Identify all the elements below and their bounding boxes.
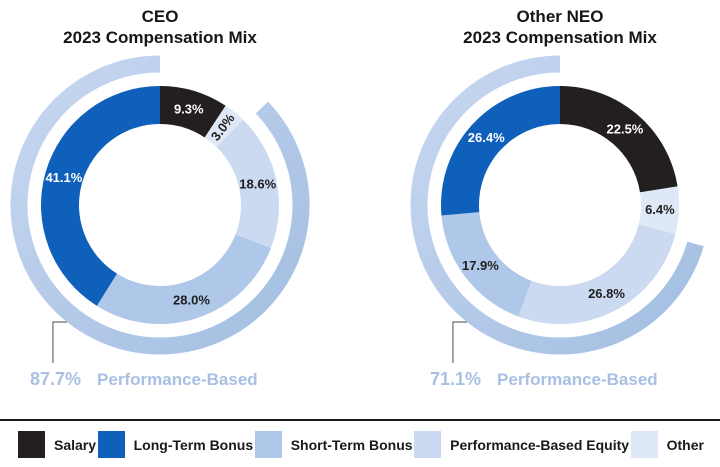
legend-swatch-performance-based-equity: [414, 431, 442, 458]
chart-title-line1: Other NEO: [516, 7, 604, 26]
segment-value-label-other: 6.4%: [645, 202, 675, 217]
segment-value-label-long-term-bonus: 41.1%: [45, 170, 82, 185]
neo-performance-based-percent: 71.1%: [430, 369, 482, 389]
segment-value-label-salary: 22.5%: [607, 121, 644, 136]
chart-panel-other-neo: Other NEO 2023 Compensation Mix 22.5% 6.4…: [400, 0, 720, 412]
legend-item-other: Other: [630, 431, 704, 458]
ceo-performance-based-label: Performance-Based: [97, 370, 258, 389]
legend-swatch-other: [630, 431, 658, 458]
chart-title-line2: 2023 Compensation Mix: [463, 28, 657, 47]
segment-value-label-salary: 9.3%: [174, 102, 204, 117]
segment-value-label-performance-based-equity: 18.6%: [239, 176, 276, 191]
legend-label-salary: Salary: [54, 436, 97, 453]
legend-label-performance-based-equity: Performance-Based Equity: [450, 436, 630, 453]
segment-performance-based-equity: [216, 119, 280, 249]
other-neo-donut-chart: 22.5% 6.4% 26.8% 17.9% 26.4%: [410, 55, 704, 363]
segment-salary: [160, 86, 226, 138]
legend-separator: [0, 419, 720, 421]
legend-swatch-long-term-bonus: [97, 431, 125, 458]
ceo-performance-based-percent: 87.7%: [30, 369, 82, 389]
performance-based-leader-line: [52, 321, 67, 363]
performance-based-outer-arc: [10, 55, 310, 355]
legend-label-short-term-bonus: Short-Term Bonus: [290, 436, 413, 453]
segment-value-label-short-term-bonus: 17.9%: [462, 258, 499, 273]
chart-title-other-neo: Other NEO 2023 Compensation Mix: [400, 6, 720, 48]
segment-value-label-short-term-bonus: 28.0%: [173, 292, 210, 307]
legend-label-long-term-bonus: Long-Term Bonus: [133, 436, 254, 453]
legend-item-short-term-bonus: Short-Term Bonus: [254, 431, 413, 458]
segment-long-term-bonus: [441, 86, 560, 216]
segment-short-term-bonus: [441, 212, 532, 317]
segment-other: [204, 105, 244, 148]
chart-title-line1: CEO: [141, 7, 179, 26]
legend-item-long-term-bonus: Long-Term Bonus: [97, 431, 254, 458]
ceo-donut-chart: 9.3%3.0%18.6%28.0%41.1%: [10, 55, 310, 363]
legend-area: Salary Long-Term Bonus Short-Term Bonus Per…: [0, 419, 720, 458]
segment-short-term-bonus: [96, 234, 271, 325]
legend-swatch-short-term-bonus: [254, 431, 282, 458]
segment-salary: [560, 86, 678, 193]
ceo-performance-based-callout: 87.7% Performance-Based: [30, 369, 258, 390]
segment-long-term-bonus: [40, 86, 161, 306]
performance-based-leader-line: [452, 321, 467, 363]
legend-item-salary: Salary: [18, 431, 96, 458]
chart-title-ceo: CEO 2023 Compensation Mix: [0, 6, 320, 48]
legend: Salary Long-Term Bonus Short-Term Bonus Per…: [0, 421, 720, 458]
chart-panel-ceo: CEO 2023 Compensation Mix 9.3% 3.0% 18.6% 2…: [0, 0, 320, 412]
legend-swatch-salary: [18, 431, 45, 458]
legend-label-other: Other: [666, 436, 704, 453]
neo-performance-based-callout: 71.1% Performance-Based: [430, 369, 658, 390]
chart-title-line2: 2023 Compensation Mix: [63, 28, 257, 47]
neo-performance-based-label: Performance-Based: [497, 370, 658, 389]
segment-value-label-long-term-bonus: 26.4%: [468, 130, 505, 145]
performance-based-outer-arc: [410, 55, 704, 355]
segment-value-label-performance-based-equity: 26.8%: [588, 286, 625, 301]
segment-other: [638, 186, 679, 234]
segment-performance-based-equity: [518, 224, 676, 324]
legend-item-performance-based-equity: Performance-Based Equity: [414, 431, 629, 458]
